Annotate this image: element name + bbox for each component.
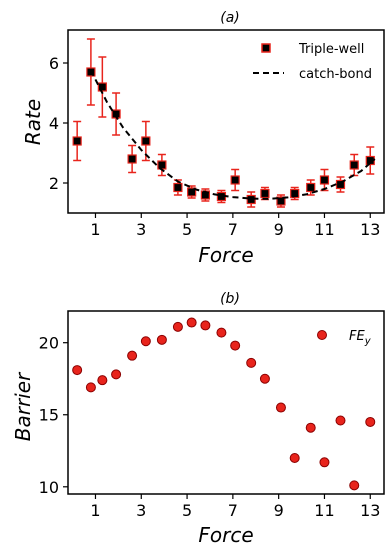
x-tick-label: 13 <box>360 220 380 239</box>
y-tick-label: 10 <box>39 478 59 497</box>
x-tick-label: 5 <box>182 501 192 520</box>
data-point <box>230 340 241 351</box>
data-point <box>187 187 197 197</box>
data-point <box>335 415 346 426</box>
x-tick-label: 7 <box>228 501 238 520</box>
data-point <box>156 334 167 345</box>
panel-b-title: (b) <box>220 291 240 307</box>
data-point <box>319 457 330 468</box>
legend-label-triple-well: Triple-well <box>298 42 364 57</box>
x-tick-label: 1 <box>90 501 100 520</box>
y-tick-label: 2 <box>49 174 59 193</box>
x-tick-label: 5 <box>182 220 192 239</box>
x-tick-label: 7 <box>228 220 238 239</box>
panel-a-ylabel: Rate <box>21 99 45 145</box>
data-point <box>230 175 240 185</box>
catch-bond-fit-line <box>90 70 376 200</box>
x-tick-label: 1 <box>90 220 100 239</box>
data-point <box>305 422 316 433</box>
data-point <box>127 350 138 361</box>
panel-a-legend: Triple-well catch-bond <box>253 42 372 82</box>
data-point <box>365 155 375 166</box>
data-point <box>173 182 183 193</box>
panel-b-legend: FEy <box>317 329 372 347</box>
panel-b-frame <box>67 310 385 495</box>
panel-a-xlabel: Force <box>198 243 253 267</box>
x-tick-label: 3 <box>136 220 146 239</box>
data-point <box>72 136 82 146</box>
data-point <box>246 357 257 368</box>
data-point <box>349 160 359 170</box>
data-point <box>85 382 96 393</box>
data-point <box>127 154 137 164</box>
x-tick-label: 11 <box>314 220 334 239</box>
data-point <box>72 365 83 376</box>
panel-a-title: (a) <box>220 10 240 26</box>
data-point <box>200 320 211 331</box>
x-tick-label: 11 <box>314 501 334 520</box>
panel-b-ylabel: Barrier <box>11 371 35 441</box>
data-point <box>306 182 316 193</box>
x-tick-label: 9 <box>274 501 284 520</box>
panel-a-frame <box>67 29 385 214</box>
data-point <box>140 336 151 347</box>
data-point <box>365 416 376 427</box>
data-point <box>111 369 122 380</box>
data-point <box>276 196 286 206</box>
y-tick-label: 20 <box>39 334 59 353</box>
data-point <box>349 480 360 491</box>
y-tick-label: 4 <box>49 114 59 133</box>
legend-marker-triple-well <box>261 43 271 53</box>
data-point <box>275 402 286 413</box>
x-tick-label: 9 <box>274 220 284 239</box>
data-point <box>141 136 151 146</box>
data-point <box>97 82 107 92</box>
data-point <box>290 188 300 199</box>
data-point <box>97 375 108 386</box>
data-point <box>186 317 197 328</box>
legend-label-fey: FEy <box>349 329 372 347</box>
data-point <box>216 327 227 338</box>
data-point <box>172 321 183 332</box>
legend-marker-fey <box>317 330 327 340</box>
y-tick-label: 6 <box>49 54 59 73</box>
data-point <box>157 160 167 170</box>
x-tick-label: 13 <box>360 501 380 520</box>
data-point <box>319 175 330 185</box>
data-point <box>259 373 270 384</box>
data-point <box>260 188 270 199</box>
x-tick-label: 3 <box>136 501 146 520</box>
y-tick-label: 15 <box>39 406 59 425</box>
legend-label-catch-bond: catch-bond <box>299 67 372 82</box>
panel-b-xlabel: Force <box>198 523 253 544</box>
data-point <box>289 452 300 463</box>
